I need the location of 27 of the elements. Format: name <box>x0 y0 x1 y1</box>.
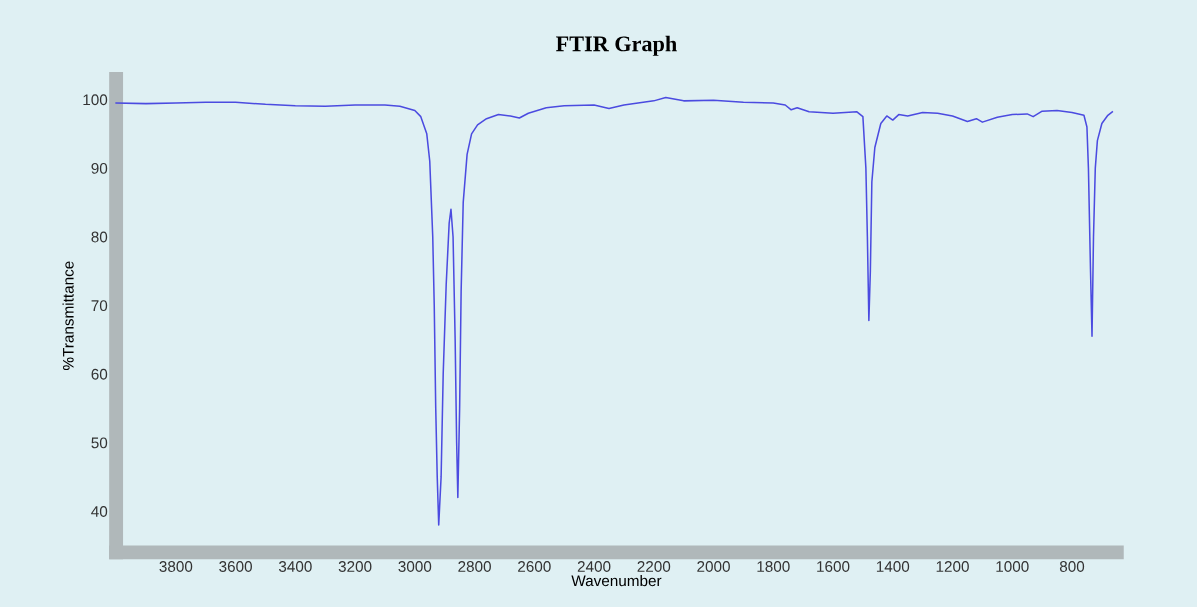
y-axis-title: %Transmittance <box>62 261 74 370</box>
x-tick-label: 800 <box>1059 561 1085 572</box>
y-tick-label: 80 <box>91 231 108 243</box>
x-tick-label: 2400 <box>577 561 611 572</box>
x-tick-label: 1600 <box>817 561 850 572</box>
x-tick-label: 3200 <box>338 561 372 572</box>
x-tick-label: 1200 <box>936 561 969 572</box>
x-tick-label: 1800 <box>757 561 790 572</box>
x-tick-label: 3000 <box>398 561 432 572</box>
x-tick-label: 2800 <box>458 561 491 572</box>
y-tick-label: 90 <box>91 162 108 174</box>
line-series <box>115 96 1114 526</box>
y-tick-label: 50 <box>91 437 108 449</box>
y-tick-label: 70 <box>91 300 108 312</box>
x-axis-title: Wavenumber <box>571 574 662 587</box>
x-tick-label: 3400 <box>278 561 312 572</box>
y-tick-label: 40 <box>91 506 108 517</box>
x-tick-label: 2200 <box>637 561 671 572</box>
x-tick-label: 1400 <box>876 561 910 572</box>
x-tick-label: 1000 <box>996 561 1029 572</box>
y-tick-label: 100 <box>83 94 108 106</box>
y-tick-label: 60 <box>91 368 108 380</box>
chart-title: FTIR Graph <box>556 35 677 56</box>
x-tick-label: 3800 <box>159 561 193 572</box>
x-tick-label: 3600 <box>219 561 252 572</box>
x-tick-label: 2000 <box>697 561 730 572</box>
x-tick-label: 2600 <box>518 561 551 572</box>
